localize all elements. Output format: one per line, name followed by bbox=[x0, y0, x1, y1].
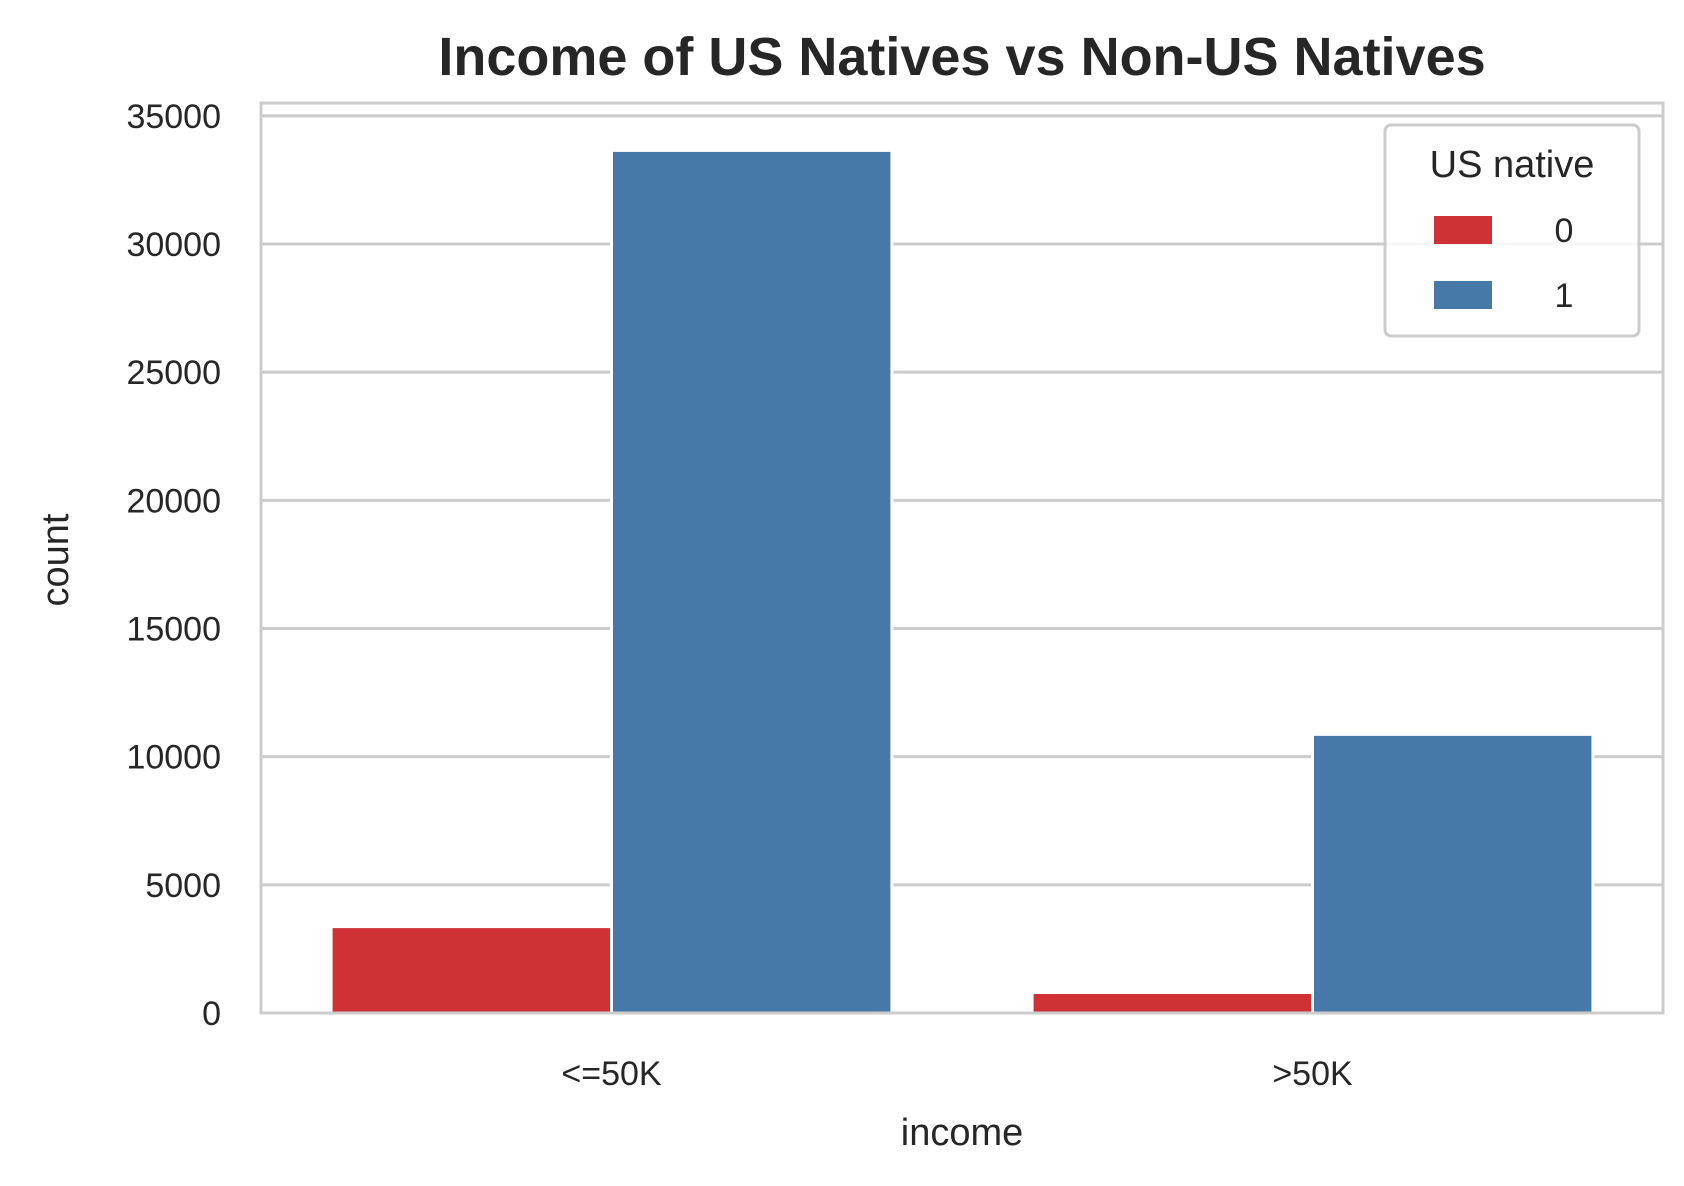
chart-title: Income of US Natives vs Non-US Natives bbox=[438, 27, 1485, 87]
x-tick-label: <=50K bbox=[561, 1055, 662, 1093]
gridlines bbox=[261, 114, 1663, 1015]
y-tick-label: 35000 bbox=[126, 98, 221, 136]
plot-frame bbox=[259, 101, 1665, 1015]
legend-swatch bbox=[1434, 281, 1492, 309]
y-tick-label: 30000 bbox=[126, 226, 221, 264]
legend-swatch bbox=[1434, 216, 1492, 244]
bar-series-1 bbox=[1311, 732, 1595, 1015]
legend-label: 1 bbox=[1555, 277, 1574, 315]
bar-series-0 bbox=[329, 925, 613, 1015]
y-tick-label: 0 bbox=[202, 995, 221, 1033]
y-tick-label: 20000 bbox=[126, 482, 221, 520]
legend: US native 01 bbox=[1383, 123, 1641, 338]
x-tick-label: >50K bbox=[1272, 1055, 1353, 1093]
y-tick-label: 5000 bbox=[145, 867, 221, 905]
bars bbox=[329, 148, 1595, 1015]
y-tick-label: 10000 bbox=[126, 739, 221, 777]
y-axis-label: count bbox=[35, 513, 77, 606]
y-tick-labels: 0 5000 10000 15000 20000 25000 30000 35000 bbox=[126, 98, 221, 1033]
x-axis-label: income bbox=[901, 1112, 1024, 1154]
bar-series-0 bbox=[1030, 990, 1314, 1015]
legend-title: US native bbox=[1430, 144, 1595, 186]
x-tick-labels: <=50K >50K bbox=[561, 1055, 1353, 1093]
y-tick-label: 15000 bbox=[126, 610, 221, 648]
y-tick-label: 25000 bbox=[126, 354, 221, 392]
bar-series-1 bbox=[610, 148, 894, 1015]
legend-label: 0 bbox=[1555, 212, 1574, 250]
legend-entries: 01 bbox=[1434, 212, 1573, 315]
